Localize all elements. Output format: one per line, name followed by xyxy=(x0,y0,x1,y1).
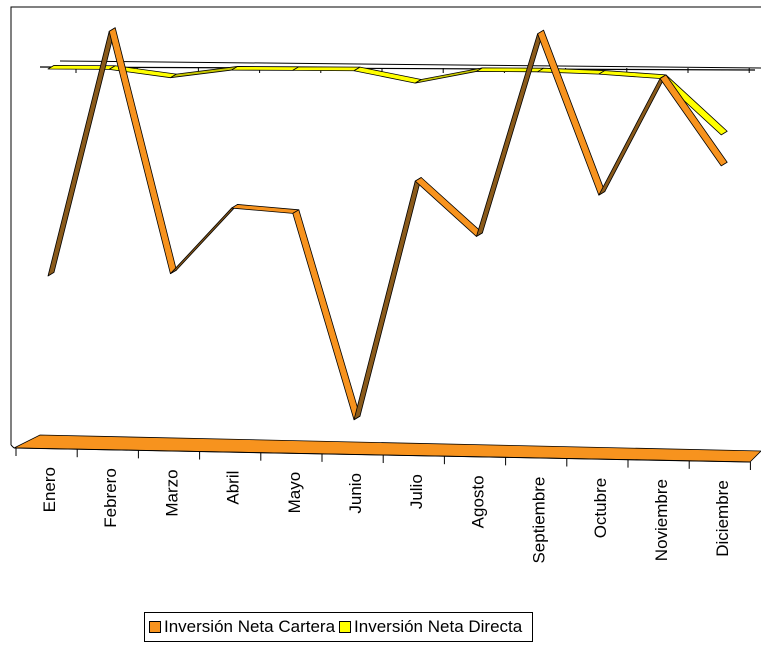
chart-floor xyxy=(13,434,761,463)
series-segment xyxy=(108,27,177,275)
legend-swatch-cartera xyxy=(149,621,161,633)
series-segment xyxy=(414,67,483,84)
legend-item-directa: Inversión Neta Directa xyxy=(339,617,522,637)
legend: Inversión Neta Cartera Inversión Neta Di… xyxy=(144,612,534,642)
series-segment xyxy=(231,204,300,214)
x-tick-label: Septiembre xyxy=(530,477,549,564)
series-segment xyxy=(353,177,422,421)
series-segment xyxy=(47,27,116,277)
series-segment xyxy=(169,204,239,275)
x-axis-ticks xyxy=(15,68,751,471)
series-cartera xyxy=(47,27,728,421)
legend-label-cartera: Inversión Neta Cartera xyxy=(164,617,336,636)
series-segment xyxy=(292,66,361,72)
plot-back-frame xyxy=(10,6,761,445)
series-segment xyxy=(414,177,483,237)
x-tick-label: Febrero xyxy=(101,468,120,528)
x-tick-label: Noviembre xyxy=(652,479,671,561)
x-tick-label: Agosto xyxy=(468,475,487,528)
zero-line-depth xyxy=(59,60,761,69)
x-tick-label: Marzo xyxy=(162,469,181,516)
x-axis-tick-labels: Enero Febrero Marzo Abril Mayo Junio Julio Agos… xyxy=(40,467,732,564)
x-tick-label: Octubre xyxy=(591,478,610,538)
x-tick-label: Abril xyxy=(224,471,243,505)
legend-label-directa: Inversión Neta Directa xyxy=(354,617,523,636)
x-tick-label: Junio xyxy=(346,473,365,514)
x-tick-label: Julio xyxy=(407,474,426,509)
x-tick-label: Mayo xyxy=(285,472,304,514)
plot-back-frame-side xyxy=(10,444,15,449)
series-layer xyxy=(47,27,728,421)
x-tick-label: Enero xyxy=(40,467,59,512)
series-directa xyxy=(47,65,728,136)
series-segment xyxy=(353,66,422,84)
series-segment xyxy=(598,70,667,79)
x-axis xyxy=(13,447,751,463)
series-segment xyxy=(659,74,728,167)
series-segment xyxy=(537,29,606,196)
series-segment xyxy=(475,29,544,237)
series-segment xyxy=(475,67,544,73)
legend-swatch-directa xyxy=(339,621,352,633)
x-tick-label: Diciembre xyxy=(713,480,732,557)
series-segment xyxy=(231,66,300,71)
zero-line xyxy=(39,66,756,71)
series-segment xyxy=(292,209,361,421)
series-segment xyxy=(598,74,667,196)
legend-item-cartera: Inversión Neta Cartera xyxy=(149,617,335,637)
